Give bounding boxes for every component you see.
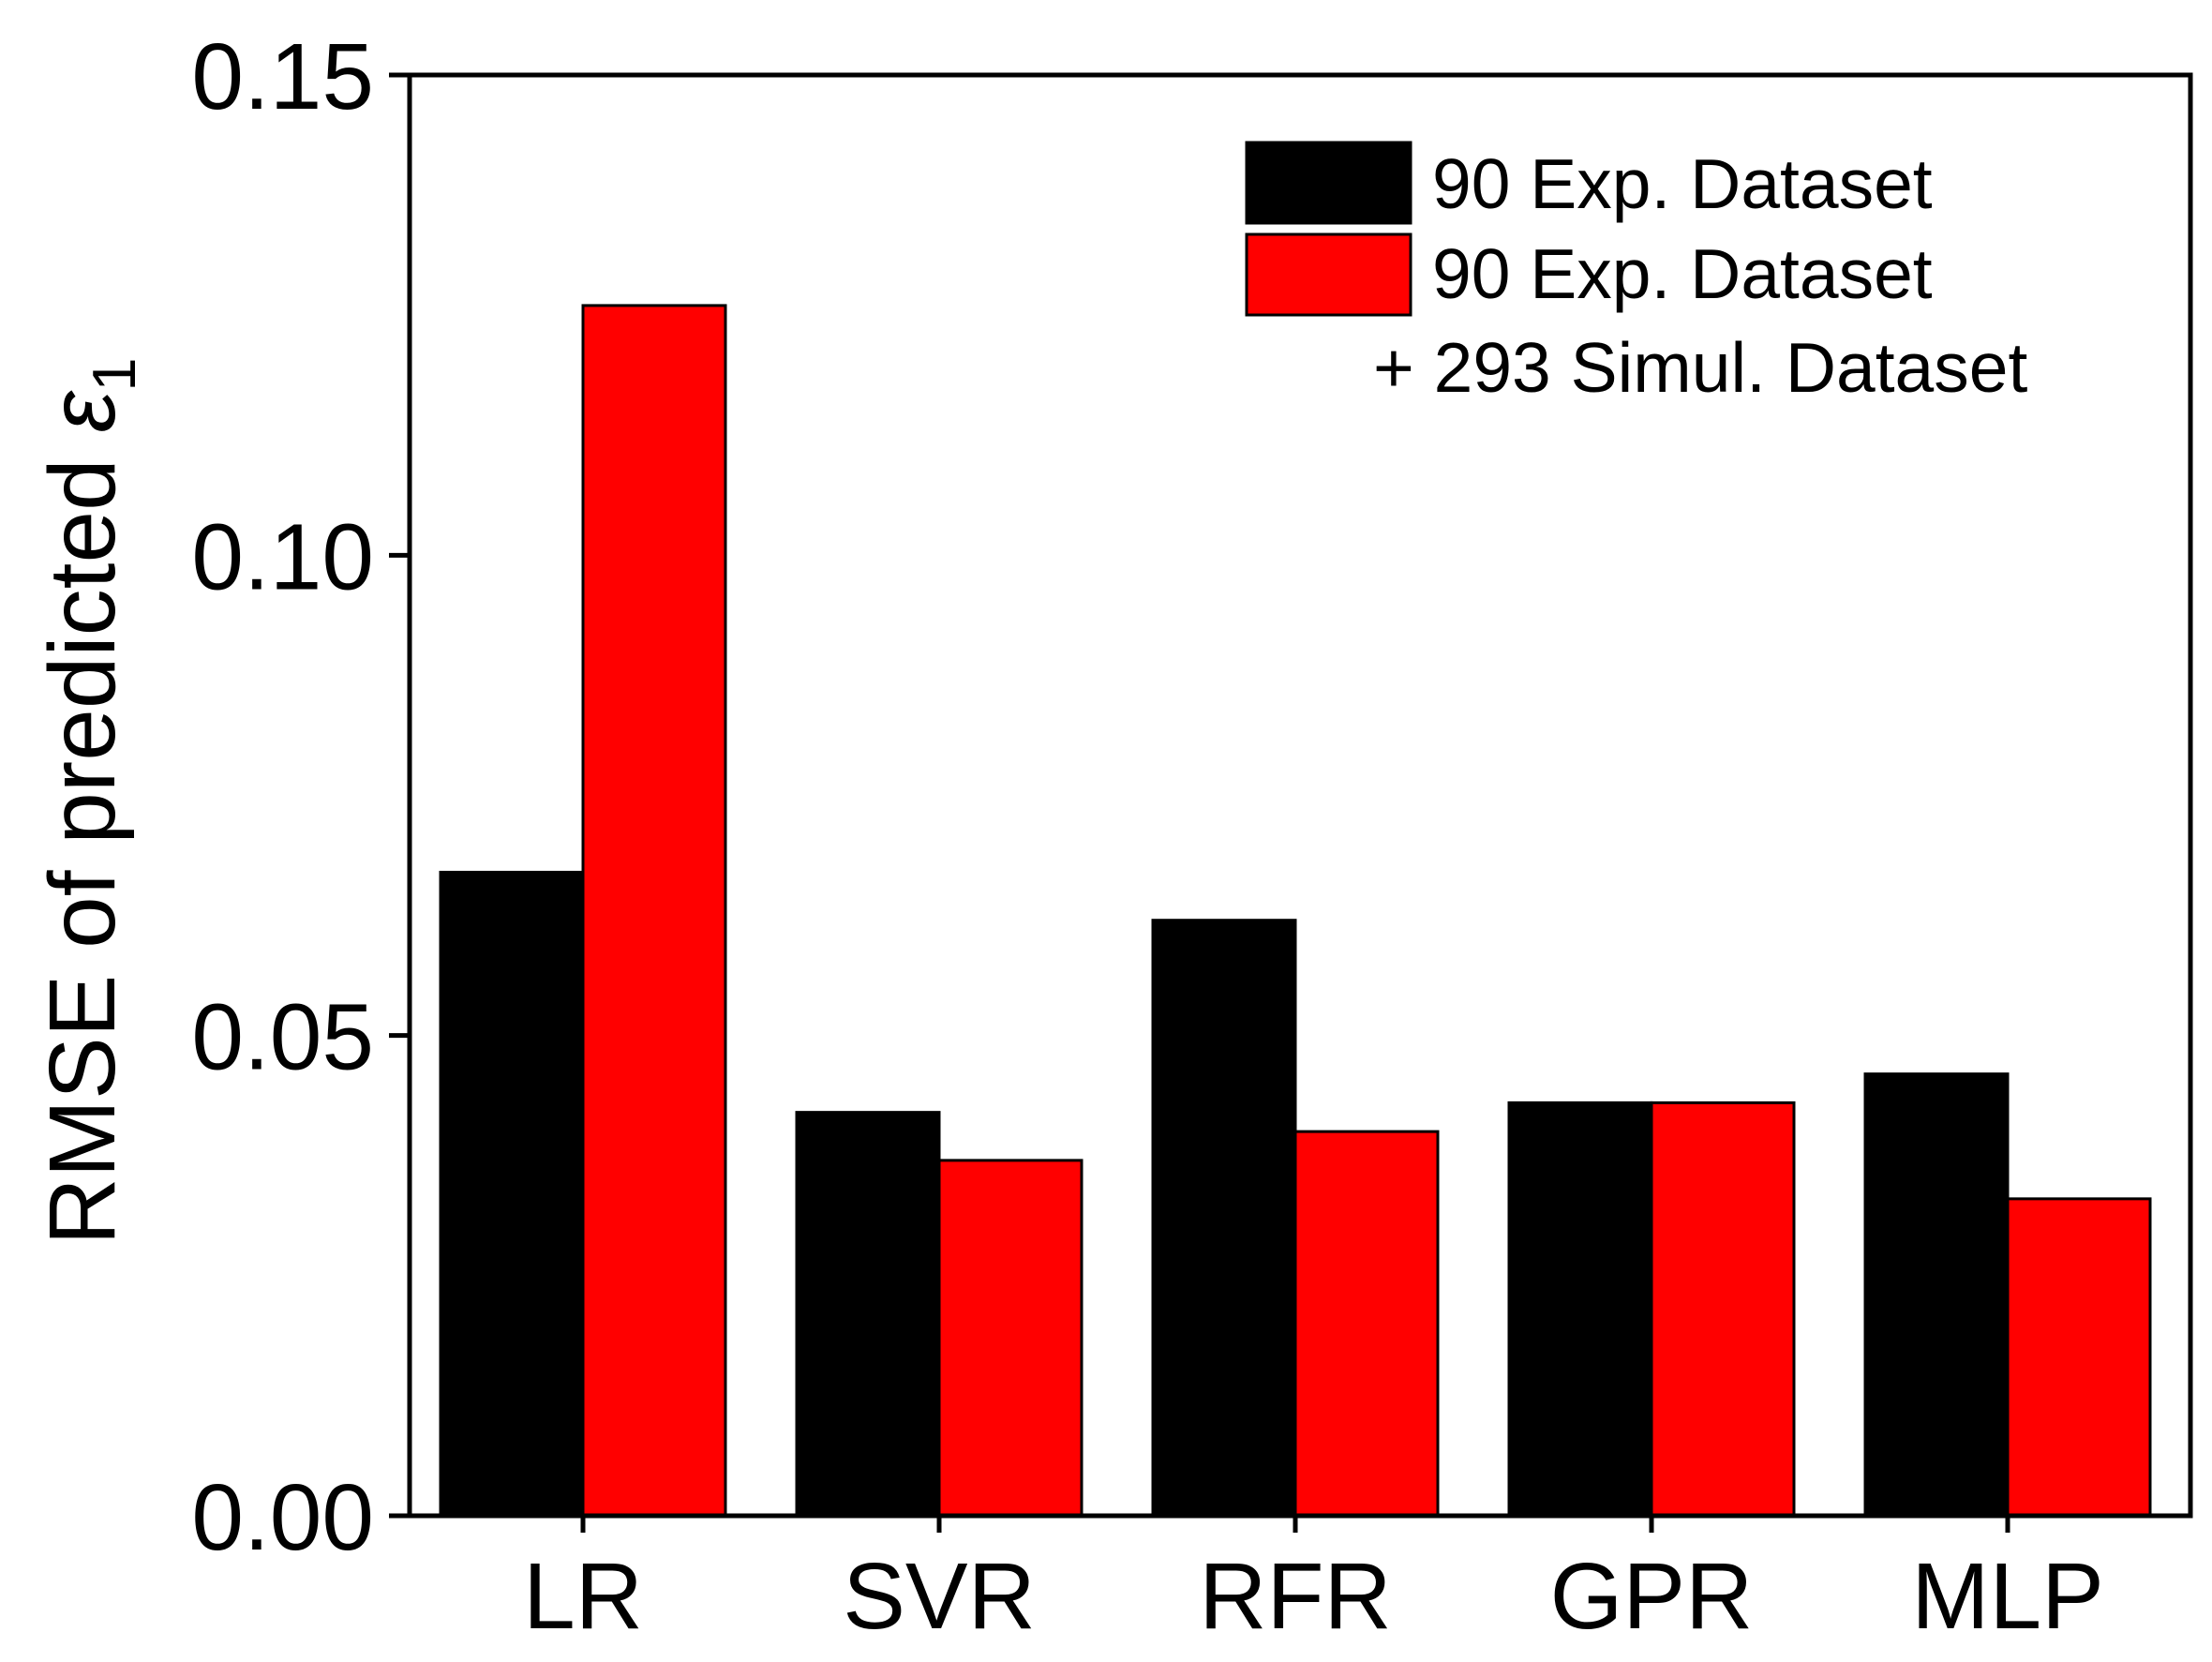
legend: 90 Exp. Dataset 90 Exp. Dataset + 293 Si… [1245, 141, 2027, 407]
y-axis-title-symbol: ε [30, 390, 135, 433]
bar-series-2-rfr [1293, 1130, 1440, 1518]
bar-series-1-gpr [1507, 1101, 1653, 1518]
bar-series-1-lr [439, 870, 585, 1518]
y-axis-title: RMSE of predicted ε1 [30, 357, 148, 1245]
y-tick-label: 0.05 [191, 985, 374, 1090]
bar-series-1-rfr [1151, 919, 1297, 1518]
x-axis: LR SVR RFR GPR MLP [523, 1516, 2104, 1649]
x-category-label-lr: LR [523, 1544, 643, 1649]
plot-frame [407, 72, 2193, 1519]
y-tick-label: 0.00 [191, 1465, 374, 1570]
legend-label-series-2: 90 Exp. Dataset [1432, 234, 1933, 313]
legend-label-series-2-line2: + 293 Simul. Dataset [1373, 328, 2027, 407]
bars-layer [439, 304, 2152, 1518]
y-tick-label: 0.10 [191, 504, 374, 609]
legend-swatch-series-2 [1245, 232, 1412, 317]
bar-series-1-mlp [1863, 1072, 2010, 1518]
y-axis-title-text: RMSE of predicted [30, 433, 135, 1246]
legend-swatch-series-1 [1245, 141, 1412, 225]
y-axis: 0.00 0.05 0.10 0.15 [191, 24, 410, 1570]
bar-series-2-svr [937, 1159, 1084, 1518]
bar-series-2-gpr [1650, 1101, 1796, 1518]
x-category-label-gpr: GPR [1550, 1544, 1754, 1649]
bar-series-2-lr [581, 304, 727, 1518]
y-axis-title-subscript: 1 [80, 357, 148, 391]
y-tick-label: 0.15 [191, 24, 374, 129]
x-category-label-rfr: RFR [1199, 1544, 1392, 1649]
x-category-label-svr: SVR [843, 1544, 1036, 1649]
legend-label-series-1: 90 Exp. Dataset [1432, 144, 1933, 223]
x-category-label-mlp: MLP [1911, 1544, 2104, 1649]
bar-series-1-svr [795, 1111, 941, 1518]
bar-series-2-mlp [2006, 1197, 2152, 1518]
